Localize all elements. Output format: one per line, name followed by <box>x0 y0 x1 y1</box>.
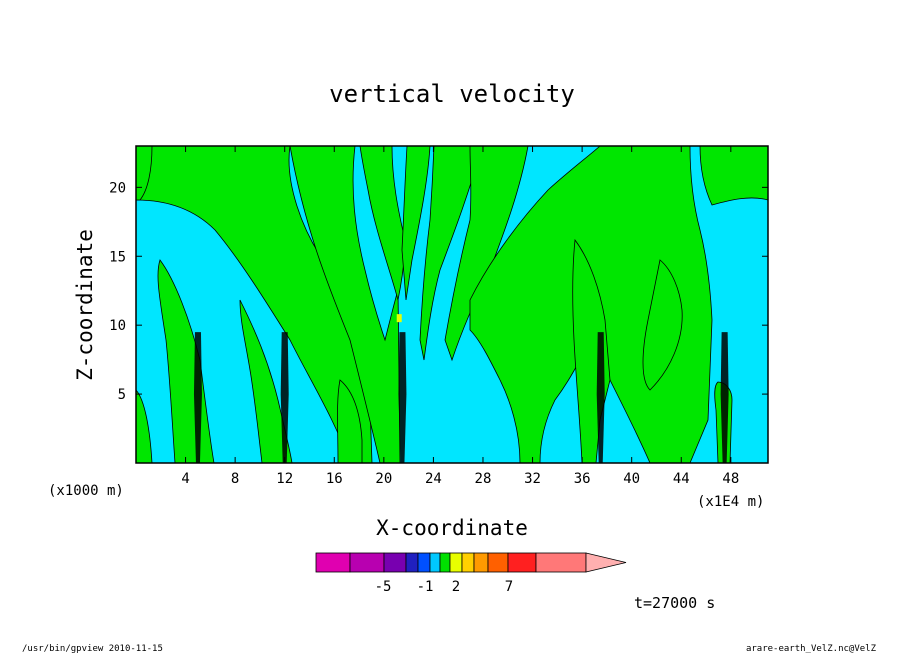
x-tick-label: 4 <box>181 471 189 487</box>
colorbar: -5 -1 2 7 <box>315 552 627 595</box>
x-tick-label: 40 <box>623 471 640 487</box>
x-tick-label: 48 <box>722 471 739 487</box>
plot-area <box>136 146 768 463</box>
colorbar-swatch <box>383 552 407 573</box>
colorbar-swatch <box>449 552 463 573</box>
colorbar-swatch <box>461 552 475 573</box>
plot-frame <box>135 145 769 464</box>
positive-velocity-contour <box>419 146 483 361</box>
colorbar-tick-label: 2 <box>452 579 460 595</box>
updraft-core <box>596 332 605 463</box>
colorbar-swatch <box>405 552 419 573</box>
colorbar-swatch <box>429 552 441 573</box>
positive-velocity-contour <box>642 259 683 391</box>
colorbar-extend-arrow <box>585 552 627 573</box>
x-tick-label: 12 <box>276 471 293 487</box>
x-tick-label: 44 <box>673 471 690 487</box>
colorbar-swatch <box>417 552 431 573</box>
x-tick-label: 36 <box>574 471 591 487</box>
x-tick-label: 24 <box>425 471 442 487</box>
y-tick-label: 10 <box>109 318 126 334</box>
y-tick-label: 20 <box>109 180 126 196</box>
y-axis-label: Z-coordinate <box>73 229 97 381</box>
positive-velocity-contour <box>359 146 406 301</box>
colorbar-tick-label: -1 <box>417 579 434 595</box>
updraft-cores <box>193 314 729 463</box>
y-axis: 5 10 15 20 <box>109 180 768 403</box>
positive-velocity-contour <box>136 146 153 201</box>
positive-velocity-contour <box>337 379 363 463</box>
time-label: t=27000 s <box>634 594 715 612</box>
colorbar-swatch <box>487 552 509 573</box>
x-unit-left: (x1000 m) <box>48 483 124 499</box>
footer-right: arare-earth_VelZ.nc@VelZ <box>746 644 877 654</box>
footer-left: /usr/bin/gpview 2010-11-15 <box>22 644 163 654</box>
x-tick-label: 28 <box>475 471 492 487</box>
colorbar-swatch <box>439 552 451 573</box>
x-axis: 4 8 12 16 20 24 28 32 36 40 44 48 <box>181 146 739 487</box>
updraft-core <box>398 332 407 463</box>
x-tick-label: 16 <box>326 471 343 487</box>
x-unit-right: (x1E4 m) <box>697 494 764 510</box>
positive-velocity-contour <box>444 146 529 362</box>
x-tick-label: 8 <box>231 471 239 487</box>
colorbar-tick-label: -5 <box>375 579 392 595</box>
x-tick-label: 32 <box>524 471 541 487</box>
positive-velocity-contour <box>401 146 431 301</box>
positive-velocity-contour <box>699 146 768 206</box>
y-tick-label: 15 <box>109 249 126 265</box>
colorbar-swatch <box>473 552 489 573</box>
x-tick-label: 20 <box>375 471 392 487</box>
colorbar-swatch <box>349 552 385 573</box>
chart-title: vertical velocity <box>329 80 575 108</box>
updraft-core <box>280 332 289 463</box>
colorbar-tick-label: 7 <box>505 579 513 595</box>
positive-velocity-contour <box>239 299 293 463</box>
colorbar-swatch <box>535 552 587 573</box>
x-axis-label: X-coordinate <box>376 516 528 540</box>
updraft-core <box>720 332 729 463</box>
colorbar-swatch <box>507 552 537 573</box>
updraft-core <box>193 332 202 463</box>
y-tick-label: 5 <box>118 387 126 403</box>
peak-updraft-marker <box>396 314 402 323</box>
colorbar-swatch <box>315 552 351 573</box>
